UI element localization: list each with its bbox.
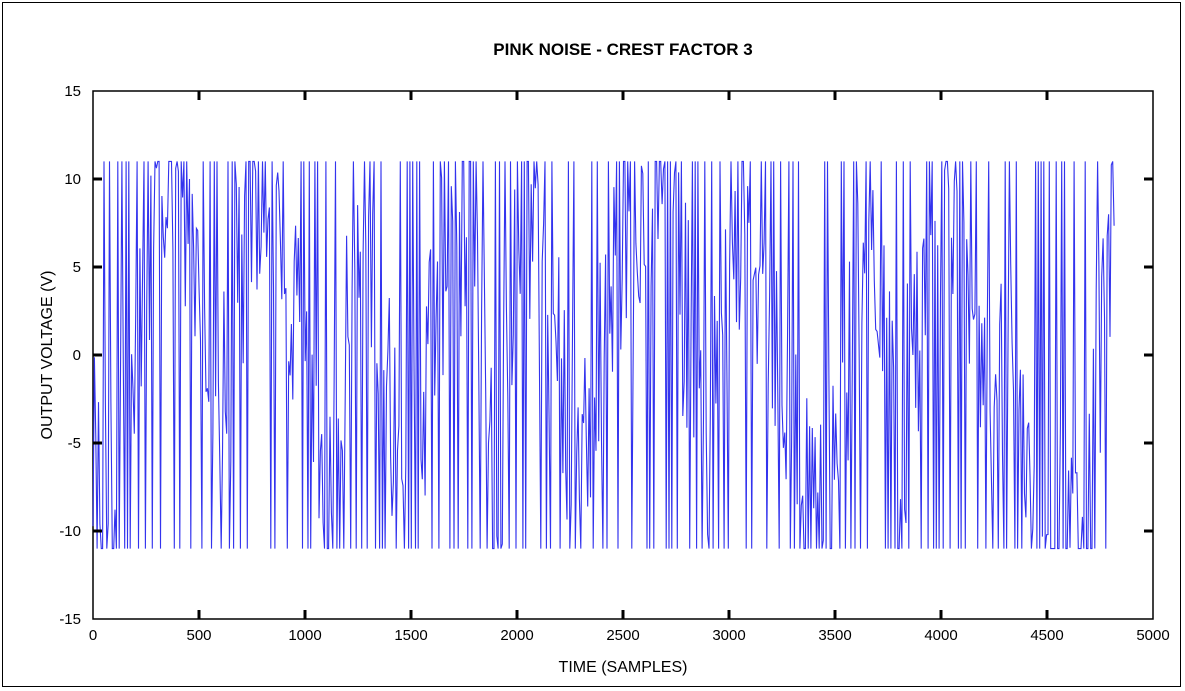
ticks-layer: 0 500 1000 1500 2000 2500 3000 3500 4000 4500 5000…	[59, 83, 1169, 644]
chart-title: PINK NOISE - CREST FACTOR 3	[493, 40, 752, 59]
pink-noise-series-line	[92, 160, 1115, 550]
y-tick-label: 15	[64, 83, 81, 100]
y-axis-title: OUTPUT VOLTAGE (V)	[39, 271, 56, 440]
x-tick-label: 2500	[606, 627, 639, 644]
x-tick-label: 500	[186, 627, 211, 644]
y-tick-label: 0	[73, 347, 81, 364]
x-tick-label: 4500	[1030, 627, 1063, 644]
y-tick-label: -10	[59, 523, 81, 540]
x-tick-label: 4000	[924, 627, 957, 644]
x-tick-label: 0	[89, 627, 97, 644]
x-tick-label: 5000	[1136, 627, 1169, 644]
y-tick-label: 10	[64, 171, 81, 188]
x-tick-label: 1500	[394, 627, 427, 644]
x-tick-label: 2000	[500, 627, 533, 644]
x-axis-title: TIME (SAMPLES)	[559, 659, 688, 676]
signal-layer	[92, 160, 1115, 550]
y-tick-label: -5	[68, 435, 81, 452]
y-tick-label: -15	[59, 611, 81, 628]
x-tick-label: 1000	[288, 627, 321, 644]
x-tick-label: 3000	[712, 627, 745, 644]
x-tick-label: 3500	[818, 627, 851, 644]
y-tick-label: 5	[73, 259, 81, 276]
